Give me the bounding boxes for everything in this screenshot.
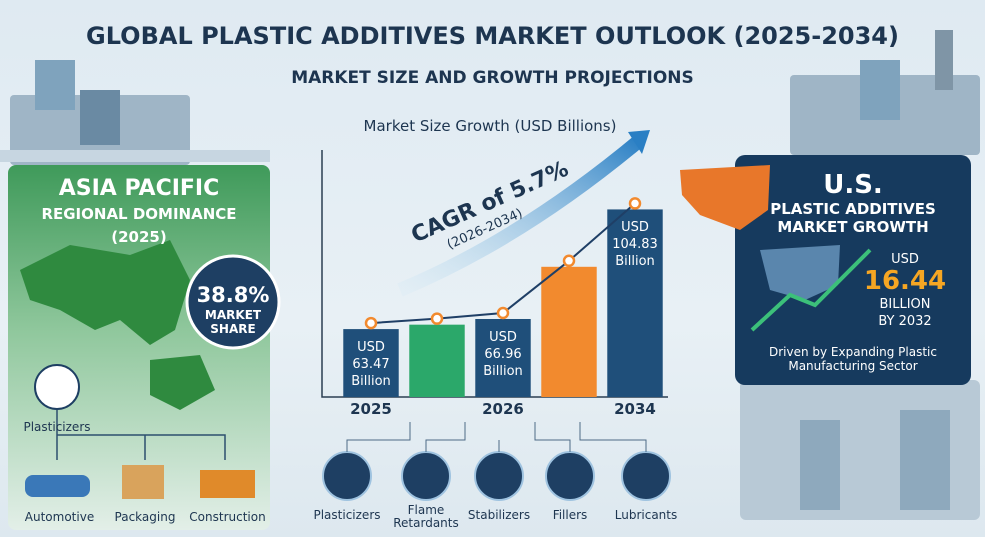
trend-dot [430, 312, 444, 325]
asia-title: ASIA PACIFIC [58, 176, 220, 201]
use-label: Automotive [24, 510, 95, 524]
crane-icon [200, 470, 255, 498]
title: GLOBAL PLASTIC ADDITIVES MARKET OUTLOOK … [86, 22, 899, 50]
us-currency: USD [891, 252, 919, 267]
bar [409, 324, 465, 397]
connector [56, 410, 226, 460]
use-label: Construction [189, 510, 266, 524]
additive-label: Flame Retardants [393, 503, 459, 530]
subtitle: MARKET SIZE AND GROWTH PROJECTIONS [291, 68, 694, 88]
us-title: U.S. [823, 170, 883, 200]
us-map [680, 165, 770, 230]
additive-label: Plasticizers [313, 508, 381, 522]
us-panel [735, 155, 971, 385]
x-tick-label: 2034 [614, 400, 656, 418]
x-tick-label: 2025 [350, 400, 392, 418]
us-subtitle: PLASTIC ADDITIVES MARKET GROWTH [770, 200, 936, 236]
asia-subtitle: REGIONAL DOMINANCE [41, 205, 237, 223]
us-by: BY 2032 [878, 314, 932, 329]
cagr-arrow [397, 134, 645, 297]
trend-dot [496, 306, 510, 320]
trend-dot [628, 197, 642, 210]
bar [475, 318, 531, 397]
connector [346, 422, 647, 452]
x-tick-label: 2026 [482, 400, 524, 418]
additive-label: Stabilizers [467, 508, 531, 522]
trend-dot [364, 316, 378, 330]
growth-arrow [750, 248, 872, 332]
cagr-arrowhead [628, 130, 650, 154]
factory-left [0, 60, 270, 165]
us-note: Driven by Expanding Plastic Manufacturin… [768, 345, 937, 373]
additive-icons [322, 451, 671, 501]
use-label: Packaging [114, 510, 176, 524]
value-label: USD 104.83 Billion [612, 220, 658, 270]
share-label: MARKET SHARE [204, 308, 262, 336]
asia-year: (2025) [111, 228, 167, 246]
bar [607, 209, 663, 397]
us-map-small [760, 245, 840, 300]
share-value: 38.8% [196, 283, 270, 307]
additive-label: Fillers [552, 508, 588, 522]
chart: 2025 2026 2034 [343, 197, 663, 418]
us-amount: 16.44 [863, 266, 947, 296]
trend-dot [562, 254, 576, 268]
car-icon [25, 475, 90, 497]
us-unit: BILLION [879, 297, 931, 312]
factory-right [740, 30, 980, 520]
icon [34, 364, 80, 410]
asia-map [20, 240, 215, 410]
bar [541, 266, 597, 397]
chart-title: Market Size Growth (USD Billions) [363, 117, 617, 135]
value-label: USD 63.47 Billion [351, 340, 391, 390]
source-label: Plasticizers [23, 420, 91, 434]
share-badge [185, 254, 281, 350]
box-icon [122, 465, 164, 499]
value-label: USD 66.96 Billion [483, 329, 523, 379]
additive-label: Lubricants [614, 508, 678, 522]
bar [343, 329, 399, 397]
